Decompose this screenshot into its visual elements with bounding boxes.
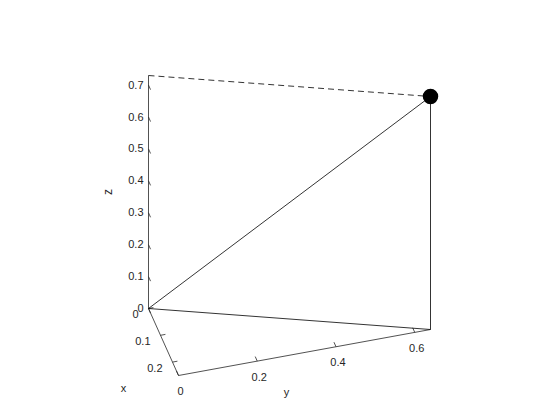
svg-text:0: 0 bbox=[132, 308, 139, 320]
svg-text:0: 0 bbox=[177, 385, 183, 397]
svg-text:0.1: 0.1 bbox=[128, 270, 143, 282]
svg-text:0.1: 0.1 bbox=[135, 335, 150, 347]
svg-text:0: 0 bbox=[137, 302, 143, 314]
svg-text:z: z bbox=[101, 189, 115, 195]
svg-text:0.2: 0.2 bbox=[128, 238, 143, 250]
svg-text:x: x bbox=[121, 382, 127, 394]
svg-text:0.4: 0.4 bbox=[330, 356, 345, 368]
svg-text:0.2: 0.2 bbox=[252, 371, 267, 383]
svg-text:0.6: 0.6 bbox=[128, 111, 143, 123]
svg-text:0.5: 0.5 bbox=[128, 142, 143, 154]
svg-text:y: y bbox=[284, 386, 290, 398]
svg-text:0.2: 0.2 bbox=[147, 362, 162, 374]
svg-text:0.6: 0.6 bbox=[409, 342, 424, 354]
svg-text:0.4: 0.4 bbox=[128, 174, 143, 186]
svg-text:0.7: 0.7 bbox=[128, 79, 143, 91]
svg-text:0.3: 0.3 bbox=[128, 206, 143, 218]
